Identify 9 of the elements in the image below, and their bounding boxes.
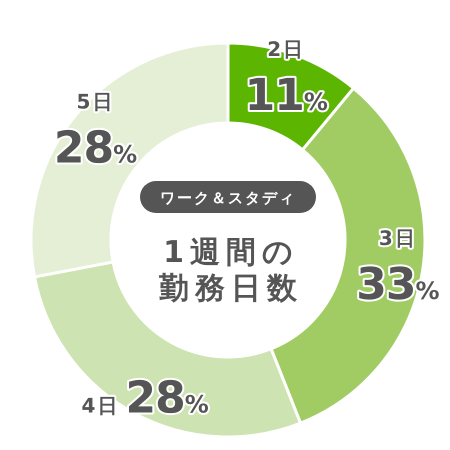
data-label: 11%	[244, 70, 328, 122]
slice-label: 5日	[76, 89, 114, 114]
text: 1週間の勤務日数	[158, 235, 303, 306]
data-label: 28%	[54, 122, 138, 174]
data-label: 28%	[125, 372, 209, 424]
text: ワーク＆スタディ	[160, 189, 296, 207]
slice-label: 3日	[378, 226, 417, 250]
data-label: 33%	[356, 258, 440, 310]
slice-label: 4日	[82, 394, 120, 418]
